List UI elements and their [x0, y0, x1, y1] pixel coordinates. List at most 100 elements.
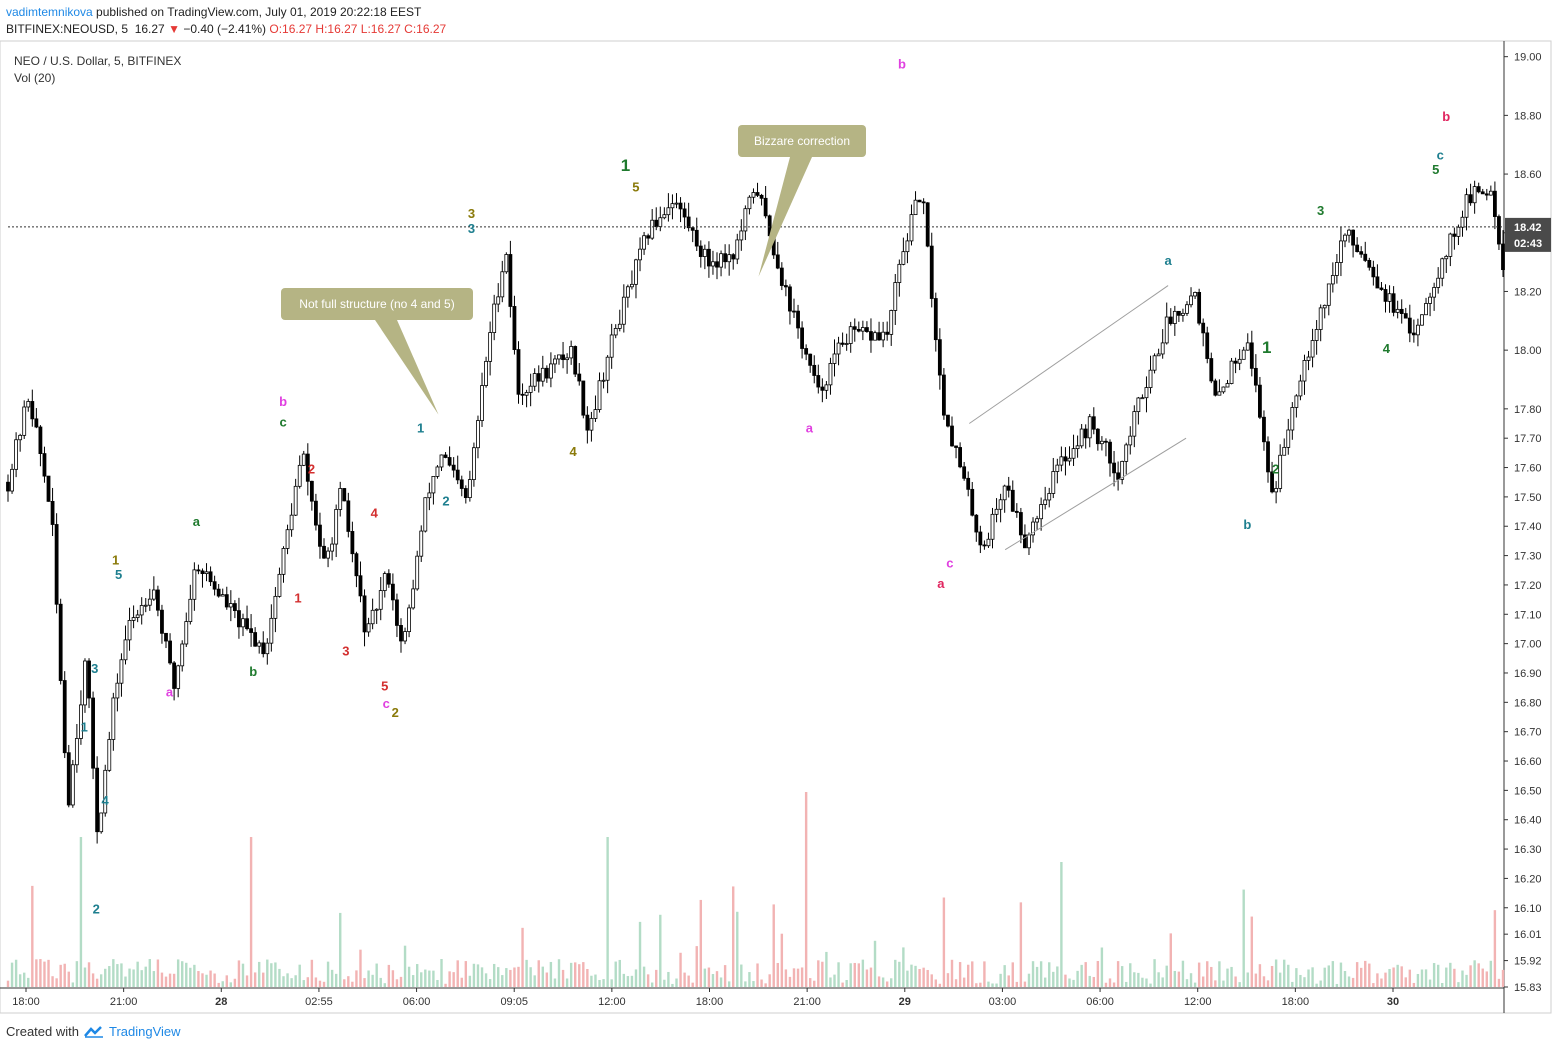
volume-bar — [711, 974, 715, 987]
candle-body — [1043, 499, 1048, 505]
volume-bar — [160, 972, 164, 987]
candle-body — [707, 248, 711, 267]
candle-body — [83, 660, 87, 706]
volume-bar — [533, 975, 536, 987]
volume-bar — [1242, 889, 1245, 987]
volume-bar — [877, 976, 881, 987]
candle-body — [694, 229, 699, 247]
price-tick-label: 19.00 — [1514, 52, 1542, 64]
candle-body — [50, 500, 55, 525]
volume-bar — [14, 959, 18, 987]
candle-body — [62, 680, 67, 754]
volume-bar — [1327, 965, 1330, 987]
wave-label: c — [946, 555, 953, 570]
candle-body — [358, 575, 363, 597]
tradingview-brand[interactable]: TradingView — [108, 1024, 181, 1039]
volume-bar — [1246, 972, 1249, 987]
candle-body — [1492, 190, 1497, 217]
candle-body — [597, 380, 602, 411]
price-tick-label: 16.40 — [1514, 815, 1542, 827]
volume-bar — [808, 978, 812, 987]
candle-body — [249, 628, 253, 633]
channel-lower-line — [1004, 437, 1187, 551]
candle-body — [609, 334, 614, 358]
volume-bar — [849, 963, 852, 987]
volume-bar — [614, 961, 617, 987]
volume-bar — [1445, 967, 1448, 987]
candle-body — [427, 492, 432, 499]
volume-bar — [132, 969, 135, 987]
volume-bar — [1056, 966, 1059, 987]
volume-bar — [1250, 916, 1254, 987]
volume-bar — [1404, 977, 1407, 987]
author-link[interactable]: vadimtemnikova — [6, 5, 93, 19]
volume-bar — [322, 981, 326, 987]
volume-bar — [1408, 969, 1412, 987]
volume-bar — [582, 962, 585, 987]
candle-body — [885, 331, 890, 335]
callout-pointer — [758, 157, 812, 277]
volume-bar — [257, 961, 261, 987]
candle-body — [1428, 296, 1432, 304]
volume-bar — [1173, 970, 1177, 987]
volume-bar — [890, 978, 893, 987]
candle-body — [411, 588, 416, 609]
volume-bar — [221, 981, 224, 987]
volume-bar — [1266, 980, 1270, 987]
volume-bar — [456, 960, 459, 987]
candle-body — [1484, 193, 1489, 196]
candle-body — [974, 514, 979, 533]
candle-body — [1116, 472, 1121, 480]
volume-bar — [934, 979, 937, 987]
wave-label: a — [193, 514, 201, 529]
candle-body — [241, 618, 245, 628]
candle-body — [1249, 342, 1254, 369]
candle-body — [196, 569, 201, 572]
candle-body — [638, 248, 642, 261]
candle-body — [350, 531, 355, 555]
candle-body — [553, 358, 557, 365]
volume-bar — [1133, 972, 1136, 987]
volume-bar — [1424, 969, 1428, 987]
wave-label: b — [279, 394, 287, 409]
candle-body — [1476, 186, 1481, 193]
candle-body — [792, 310, 796, 313]
volume-bar — [120, 963, 123, 987]
candle-body — [26, 401, 31, 408]
price-tick-label: 16.70 — [1514, 727, 1542, 739]
volume-bar — [650, 982, 654, 987]
volume-bar — [83, 967, 87, 987]
volume-bar — [1149, 983, 1152, 987]
wave-label: b — [898, 56, 906, 71]
candle-body — [354, 553, 359, 577]
time-tick-label: 06:00 — [403, 996, 431, 1008]
candle-body — [520, 393, 525, 396]
volume-bar — [1181, 960, 1185, 987]
candle-body — [715, 261, 719, 268]
volume-bar — [1303, 977, 1306, 987]
candle-body — [1209, 358, 1214, 382]
candle-body — [1039, 504, 1044, 520]
candle-body — [1343, 234, 1347, 242]
volume-bar — [995, 983, 998, 987]
volume-bar — [1457, 982, 1460, 987]
volume-bar — [205, 974, 208, 987]
symbol-name: BITFINEX:NEOUSD, 5 — [6, 22, 129, 36]
candle-body — [42, 453, 47, 477]
candle-body — [451, 464, 456, 471]
volume-bar — [1108, 978, 1112, 987]
volume-bar — [1343, 971, 1347, 987]
volume-bar — [703, 968, 707, 987]
candle-body — [131, 617, 136, 621]
candle-body — [1407, 317, 1412, 334]
volume-bar — [748, 972, 751, 987]
price-tick-label: 18.00 — [1514, 345, 1542, 357]
volume-bar — [1436, 964, 1440, 987]
candle-body — [536, 373, 541, 382]
time-tick-label: 02:55 — [305, 996, 333, 1008]
candle-body — [1140, 397, 1145, 400]
volume-bar — [452, 972, 455, 987]
volume-bar — [622, 973, 626, 987]
